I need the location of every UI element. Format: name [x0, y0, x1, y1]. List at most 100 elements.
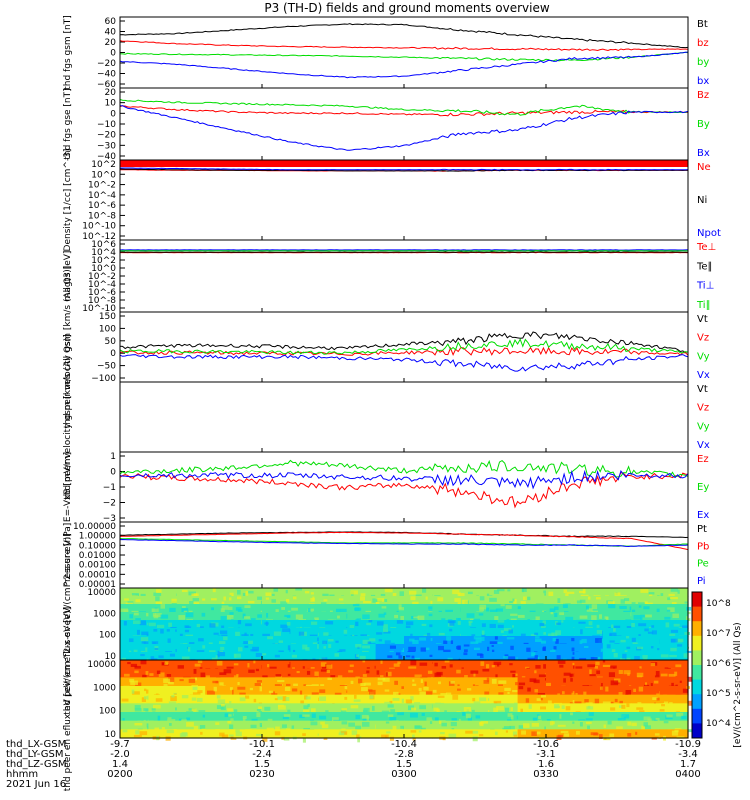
heatmap-speckle [308, 608, 311, 613]
heatmap-speckle [613, 652, 618, 658]
heatmap-speckle [575, 666, 583, 671]
legend-entry: Ne [697, 162, 711, 173]
heatmap-speckle [540, 640, 549, 644]
heatmap-speckle [526, 647, 531, 652]
heatmap-speckle [291, 607, 298, 611]
heatmap-speckle [335, 640, 339, 643]
heatmap-speckle [535, 616, 540, 621]
heatmap-speckle [389, 716, 397, 721]
heatmap-speckle [188, 678, 196, 683]
heatmap-cell [602, 712, 632, 722]
heatmap-speckle [275, 676, 282, 679]
heatmap-speckle [369, 689, 376, 695]
heatmap-speckle [428, 606, 435, 612]
heatmap-speckle [583, 691, 587, 696]
heatmap-cell [347, 729, 377, 739]
heatmap-cell [659, 596, 689, 605]
heatmap-speckle [609, 733, 615, 738]
ytick-label: 0 [110, 49, 116, 59]
heatmap-cell [631, 677, 661, 687]
heatmap-speckle [441, 666, 447, 669]
heatmap-speckle [586, 608, 593, 612]
heatmap-speckle [445, 609, 453, 613]
heatmap-speckle [408, 646, 416, 652]
legend-entry: bz [697, 38, 709, 49]
heatmap-speckle [587, 705, 591, 709]
ytick-label: 10.00000 [73, 522, 116, 532]
ephemeris-label: thd_LZ-GSM [6, 759, 67, 770]
heatmap-speckle [239, 697, 246, 702]
heatmap-speckle [367, 641, 372, 647]
heatmap-speckle [531, 722, 539, 727]
heatmap-cell [460, 703, 490, 713]
heatmap-speckle [670, 629, 679, 633]
heatmap-speckle [394, 614, 399, 619]
heatmap-cell [517, 604, 547, 613]
heatmap-speckle [199, 667, 203, 670]
heatmap-speckle [664, 616, 671, 620]
ytick-label: 10^-4 [88, 280, 116, 290]
heatmap-speckle [673, 623, 680, 627]
heatmap-speckle [156, 589, 162, 593]
heatmap-speckle [323, 632, 329, 636]
heatmap-speckle [438, 645, 444, 651]
heatmap-speckle [494, 616, 499, 621]
heatmap-speckle [237, 682, 240, 686]
heatmap-cell [375, 729, 405, 739]
heatmap-speckle [621, 704, 626, 709]
heatmap-cell [318, 620, 348, 629]
heatmap-cell [602, 660, 632, 670]
ytick-label: 10^-8 [88, 211, 116, 221]
heatmap-speckle [133, 612, 139, 616]
heatmap-speckle [218, 641, 226, 645]
heatmap-speckle [512, 673, 516, 678]
heatmap-speckle [648, 592, 655, 595]
heatmap-cell [602, 612, 632, 621]
heatmap-speckle [178, 615, 186, 620]
heatmap-speckle [660, 593, 664, 597]
heatmap-speckle [332, 717, 339, 722]
heatmap-speckle [292, 688, 298, 692]
heatmap-cell [290, 686, 320, 696]
heatmap-cell [375, 677, 405, 687]
heatmap-cell [262, 620, 291, 629]
panel-peir_spec: thd peir en eflux eV [eV/(cm^2-s-sr-eV)]… [63, 533, 692, 715]
ytick-label: 10^-12 [82, 232, 116, 242]
heatmap-speckle [654, 733, 662, 736]
heatmap-cell [546, 677, 575, 687]
heatmap-speckle [302, 714, 310, 717]
heatmap-speckle [166, 629, 170, 632]
heatmap-cell [432, 652, 462, 661]
heatmap-speckle [371, 705, 375, 711]
heatmap-speckle [356, 734, 360, 738]
heatmap-speckle [158, 655, 164, 659]
heatmap-speckle [631, 609, 636, 614]
heatmap-cell [460, 620, 490, 629]
heatmap-speckle [508, 629, 513, 634]
heatmap-speckle [521, 588, 524, 593]
heatmap-cell [262, 668, 291, 678]
colorbar-tick: 10^6 [706, 659, 731, 669]
heatmap-speckle [244, 632, 247, 636]
heatmap-speckle [228, 606, 233, 611]
heatmap-speckle [612, 628, 616, 632]
heatmap-speckle [483, 680, 492, 684]
heatmap-cell [205, 620, 235, 629]
heatmap-speckle [291, 725, 295, 729]
heatmap-speckle [627, 721, 634, 726]
heatmap-speckle [424, 681, 427, 687]
heatmap-speckle [478, 613, 484, 616]
heatmap-speckle [585, 718, 593, 722]
ytick-label: −1 [103, 483, 116, 493]
heatmap-cell [120, 588, 149, 597]
heatmap-speckle [156, 624, 165, 629]
heatmap-speckle [229, 687, 233, 691]
heatmap-speckle [255, 652, 261, 658]
heatmap-speckle [471, 709, 475, 713]
heatmap-speckle [512, 731, 517, 736]
heatmap-cell [517, 612, 547, 621]
heatmap-speckle [363, 707, 370, 713]
heatmap-speckle [295, 588, 303, 591]
heatmap-speckle [498, 692, 504, 696]
heatmap-speckle [179, 633, 183, 637]
